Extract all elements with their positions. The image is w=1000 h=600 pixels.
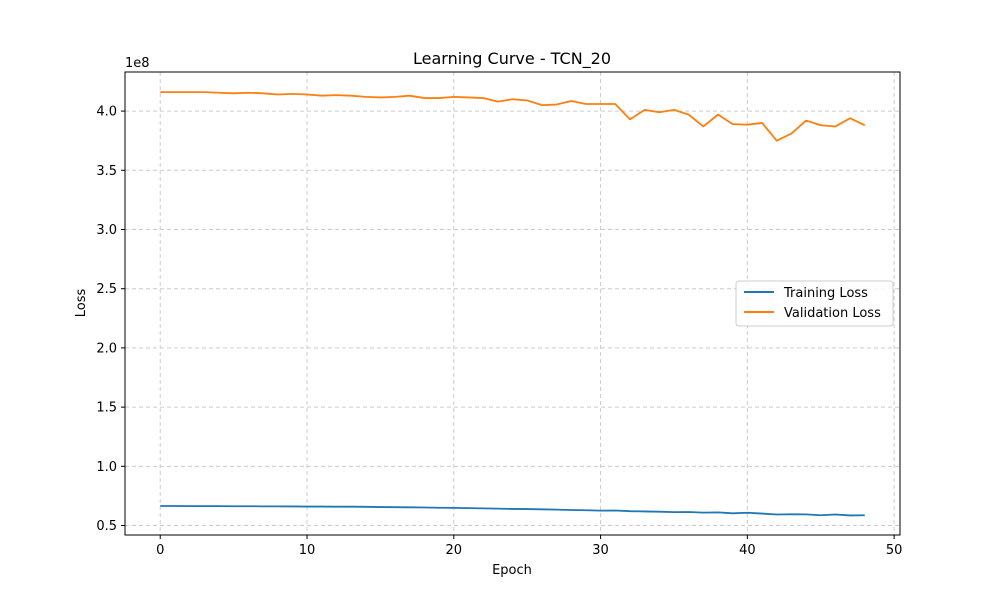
x-tick-label: 40 bbox=[739, 543, 756, 558]
y-tick-label: 3.5 bbox=[96, 164, 117, 179]
x-tick-label: 50 bbox=[886, 543, 903, 558]
legend-label-validation-loss: Validation Loss bbox=[784, 306, 881, 321]
plot-frame bbox=[124, 71, 901, 536]
series-line-validation-loss bbox=[160, 91, 866, 142]
series-line-training-loss bbox=[160, 505, 865, 517]
y-axis: 0.5 1.0 1.5 2.0 2.5 3.0 3.5 4.0 bbox=[96, 105, 125, 534]
y-tick-label: 3.0 bbox=[96, 223, 117, 238]
x-axis: 0 10 20 30 40 50 bbox=[156, 535, 902, 558]
y-tick-label: 0.5 bbox=[96, 519, 117, 534]
chart-title: Learning Curve - TCN_20 bbox=[413, 49, 611, 69]
y-tick-label: 1.0 bbox=[96, 460, 117, 475]
legend: Training Loss Validation Loss bbox=[735, 280, 894, 327]
x-tick-label: 10 bbox=[299, 543, 316, 558]
x-tick-label: 0 bbox=[156, 543, 164, 558]
y-tick-label: 2.0 bbox=[96, 341, 117, 356]
legend-label-training-loss: Training Loss bbox=[783, 286, 868, 301]
y-tick-label: 1.5 bbox=[96, 401, 117, 416]
legend-box bbox=[735, 280, 894, 327]
y-tick-label: 4.0 bbox=[96, 105, 117, 120]
y-axis-label: Loss bbox=[74, 289, 89, 318]
series-layer bbox=[160, 91, 866, 517]
x-axis-label: Epoch bbox=[492, 563, 532, 578]
x-tick-label: 30 bbox=[592, 543, 609, 558]
y-offset-label: 1e8 bbox=[125, 56, 150, 71]
y-tick-label: 2.5 bbox=[96, 282, 117, 297]
x-tick-label: 20 bbox=[446, 543, 463, 558]
